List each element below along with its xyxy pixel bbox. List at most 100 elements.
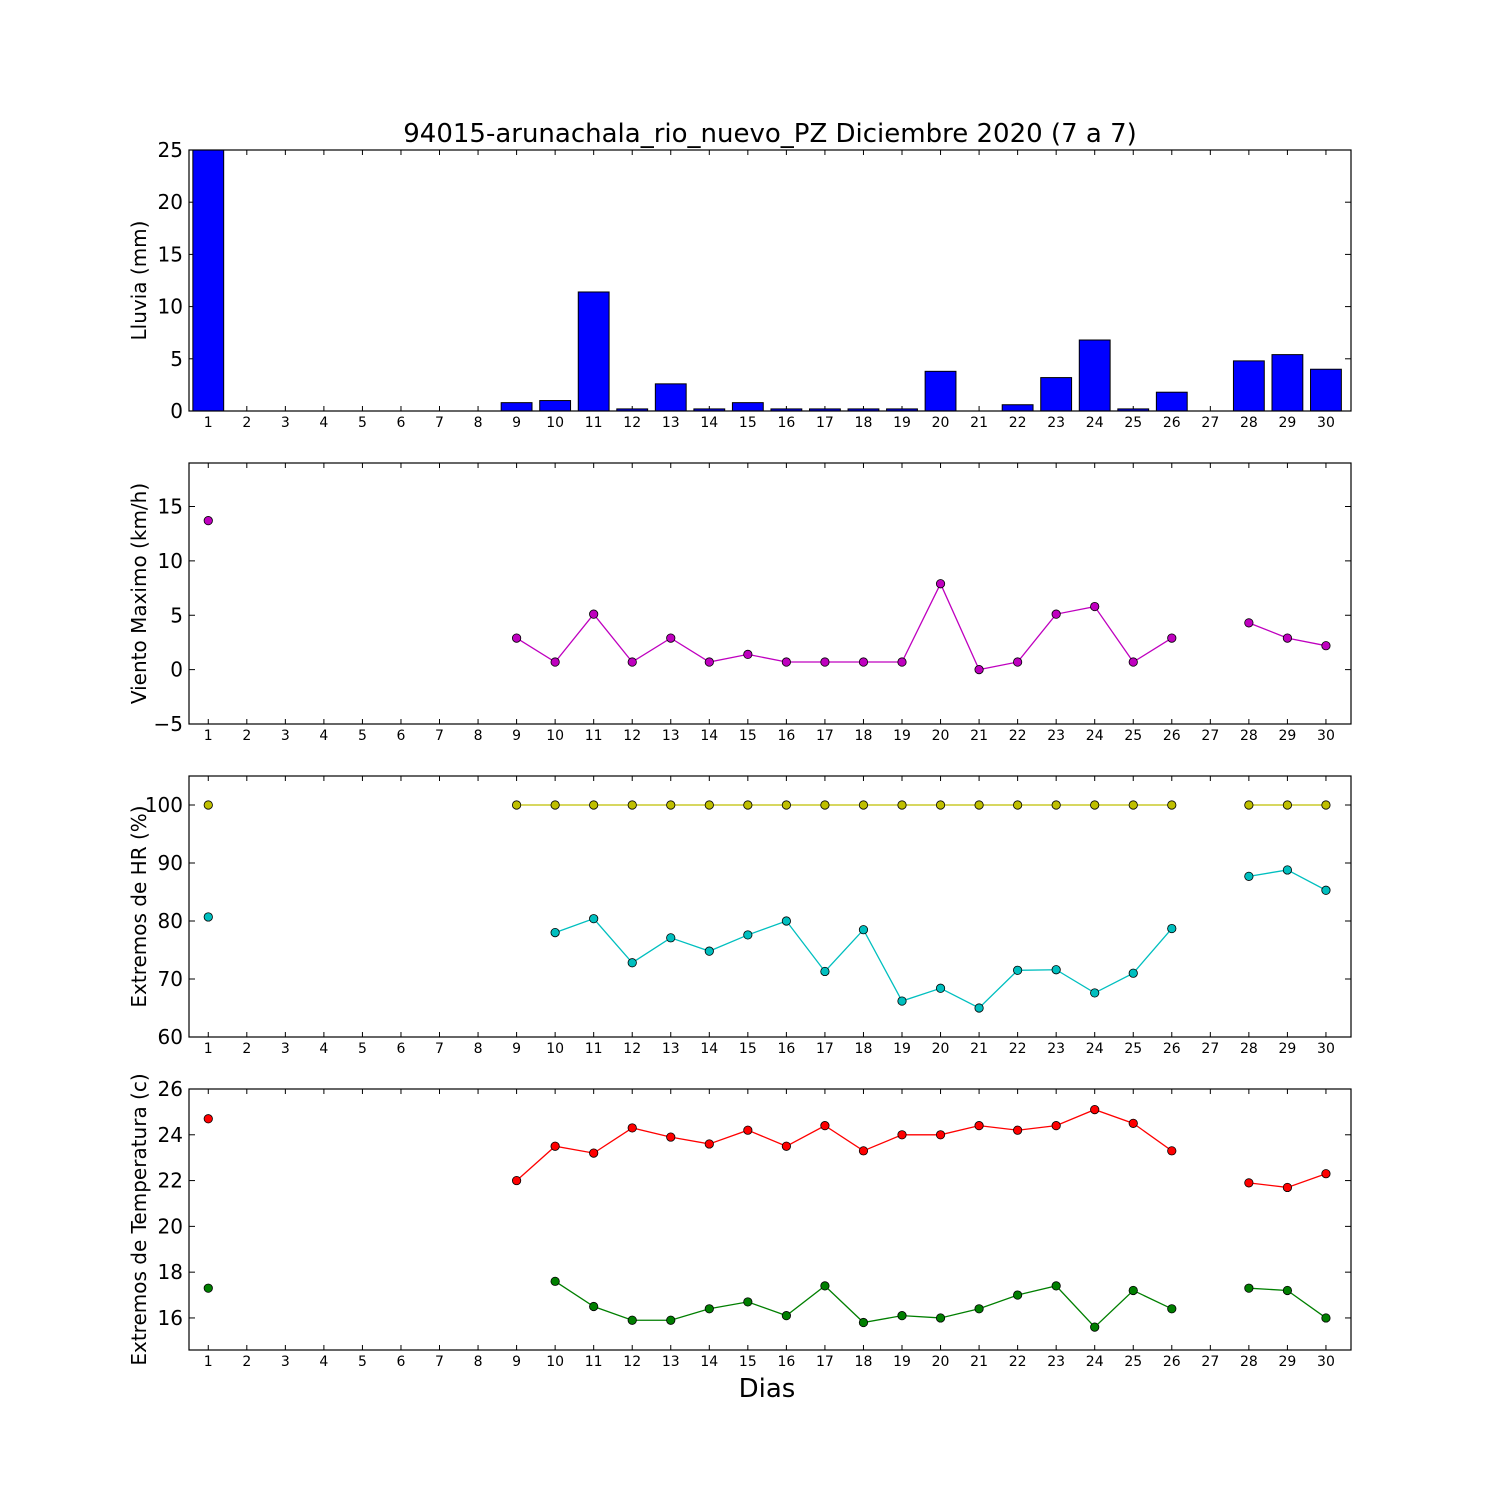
data-point (974, 1003, 984, 1013)
data-point (666, 1315, 676, 1325)
x-tick-label: 16 (777, 415, 795, 431)
data-point (897, 996, 907, 1006)
series-line (516, 1108, 1173, 1182)
y-tick-label: 5 (170, 347, 183, 371)
x-tick-label: 26 (1163, 1354, 1181, 1370)
x-tick-label: 10 (546, 1041, 564, 1057)
y-tick-label: 15 (158, 242, 183, 266)
x-tick-label: 2 (242, 728, 251, 744)
data-point (511, 633, 522, 643)
data-point (781, 916, 791, 926)
bar (1155, 391, 1188, 412)
y-tick-label: 10 (158, 549, 183, 573)
x-tick-label: 18 (855, 1041, 873, 1057)
data-point (974, 800, 984, 810)
data-point (935, 983, 946, 993)
x-tick-label: 20 (932, 415, 950, 431)
x-tick-label: 17 (816, 1041, 834, 1057)
data-point (1051, 1121, 1061, 1131)
y-tick-label: 16 (158, 1306, 183, 1330)
data-point (1090, 1105, 1100, 1115)
data-point (1282, 1285, 1293, 1296)
x-tick-label: 19 (893, 1354, 911, 1370)
data-point (1321, 885, 1331, 895)
x-tick-label: 14 (700, 1041, 718, 1057)
data-point (704, 800, 714, 810)
data-point (1244, 618, 1254, 628)
data-point (1167, 923, 1177, 934)
data-point (1167, 633, 1177, 643)
y-tick-label: −5 (154, 712, 183, 736)
x-tick-label: 5 (358, 415, 367, 431)
x-tick-label: 9 (512, 1354, 521, 1370)
x-tick-label: 6 (397, 728, 406, 744)
data-point (781, 800, 791, 810)
data-point (820, 657, 830, 667)
y-axis-label: Lluvia (mm) (127, 221, 151, 341)
x-tick-label: 15 (739, 1354, 757, 1370)
data-point (858, 800, 869, 810)
data-point (203, 800, 213, 810)
data-point (1167, 800, 1177, 810)
y-tick-label: 10 (158, 295, 183, 319)
data-point (974, 1304, 984, 1314)
x-tick-label: 9 (512, 415, 521, 431)
x-tick-label: 12 (623, 728, 641, 744)
data-point (897, 1130, 907, 1140)
data-point (1090, 1322, 1100, 1332)
data-point (1282, 633, 1293, 643)
x-tick-label: 29 (1278, 728, 1296, 744)
y-tick-label: 60 (158, 1025, 183, 1049)
x-tick-label: 30 (1317, 1041, 1335, 1057)
data-point (1167, 1304, 1177, 1314)
x-tick-label: 8 (474, 1354, 483, 1370)
data-point (704, 1304, 714, 1314)
data-point (743, 930, 753, 940)
data-point (1321, 1169, 1331, 1179)
data-point (203, 912, 213, 922)
x-tick-label: 5 (358, 728, 367, 744)
data-point (1128, 657, 1138, 667)
x-tick-label: 30 (1317, 1354, 1335, 1370)
bar (731, 402, 764, 412)
bar (539, 400, 572, 412)
x-tick-label: 25 (1124, 728, 1142, 744)
x-tick-label: 27 (1201, 1354, 1219, 1370)
data-point (935, 1130, 946, 1140)
data-point (203, 1114, 213, 1124)
x-tick-label: 6 (397, 415, 406, 431)
data-point (897, 1311, 907, 1321)
data-point (1244, 800, 1254, 810)
data-point (858, 1146, 869, 1156)
x-tick-label: 8 (474, 415, 483, 431)
y-axis-label: Extremos de Temperatura (c) (127, 1073, 151, 1365)
y-axis-label: Viento Maximo (km/h) (127, 483, 151, 704)
x-tick-label: 11 (585, 1041, 603, 1057)
plot-frame (188, 462, 1352, 725)
data-point (1282, 800, 1293, 810)
y-tick-label: 70 (158, 967, 183, 991)
x-tick-label: 15 (739, 728, 757, 744)
y-tick-label: 24 (158, 1123, 183, 1147)
x-tick-label: 4 (319, 1354, 328, 1370)
bar (577, 291, 610, 412)
x-tick-label: 8 (474, 728, 483, 744)
x-tick-label: 6 (397, 1354, 406, 1370)
x-tick-label: 27 (1201, 415, 1219, 431)
data-point (1321, 1313, 1331, 1323)
x-tick-label: 14 (700, 415, 718, 431)
x-tick-label: 10 (546, 728, 564, 744)
x-tick-label: 7 (435, 1041, 444, 1057)
x-tick-label: 23 (1047, 1041, 1065, 1057)
x-tick-label: 17 (816, 415, 834, 431)
x-tick-label: 10 (546, 1354, 564, 1370)
data-point (820, 1281, 830, 1291)
series-line (516, 582, 1173, 671)
data-point (666, 933, 676, 943)
data-point (1128, 800, 1138, 810)
x-tick-label: 26 (1163, 415, 1181, 431)
x-tick-label: 17 (816, 1354, 834, 1370)
data-point (589, 914, 599, 924)
x-tick-label: 6 (397, 1041, 406, 1057)
